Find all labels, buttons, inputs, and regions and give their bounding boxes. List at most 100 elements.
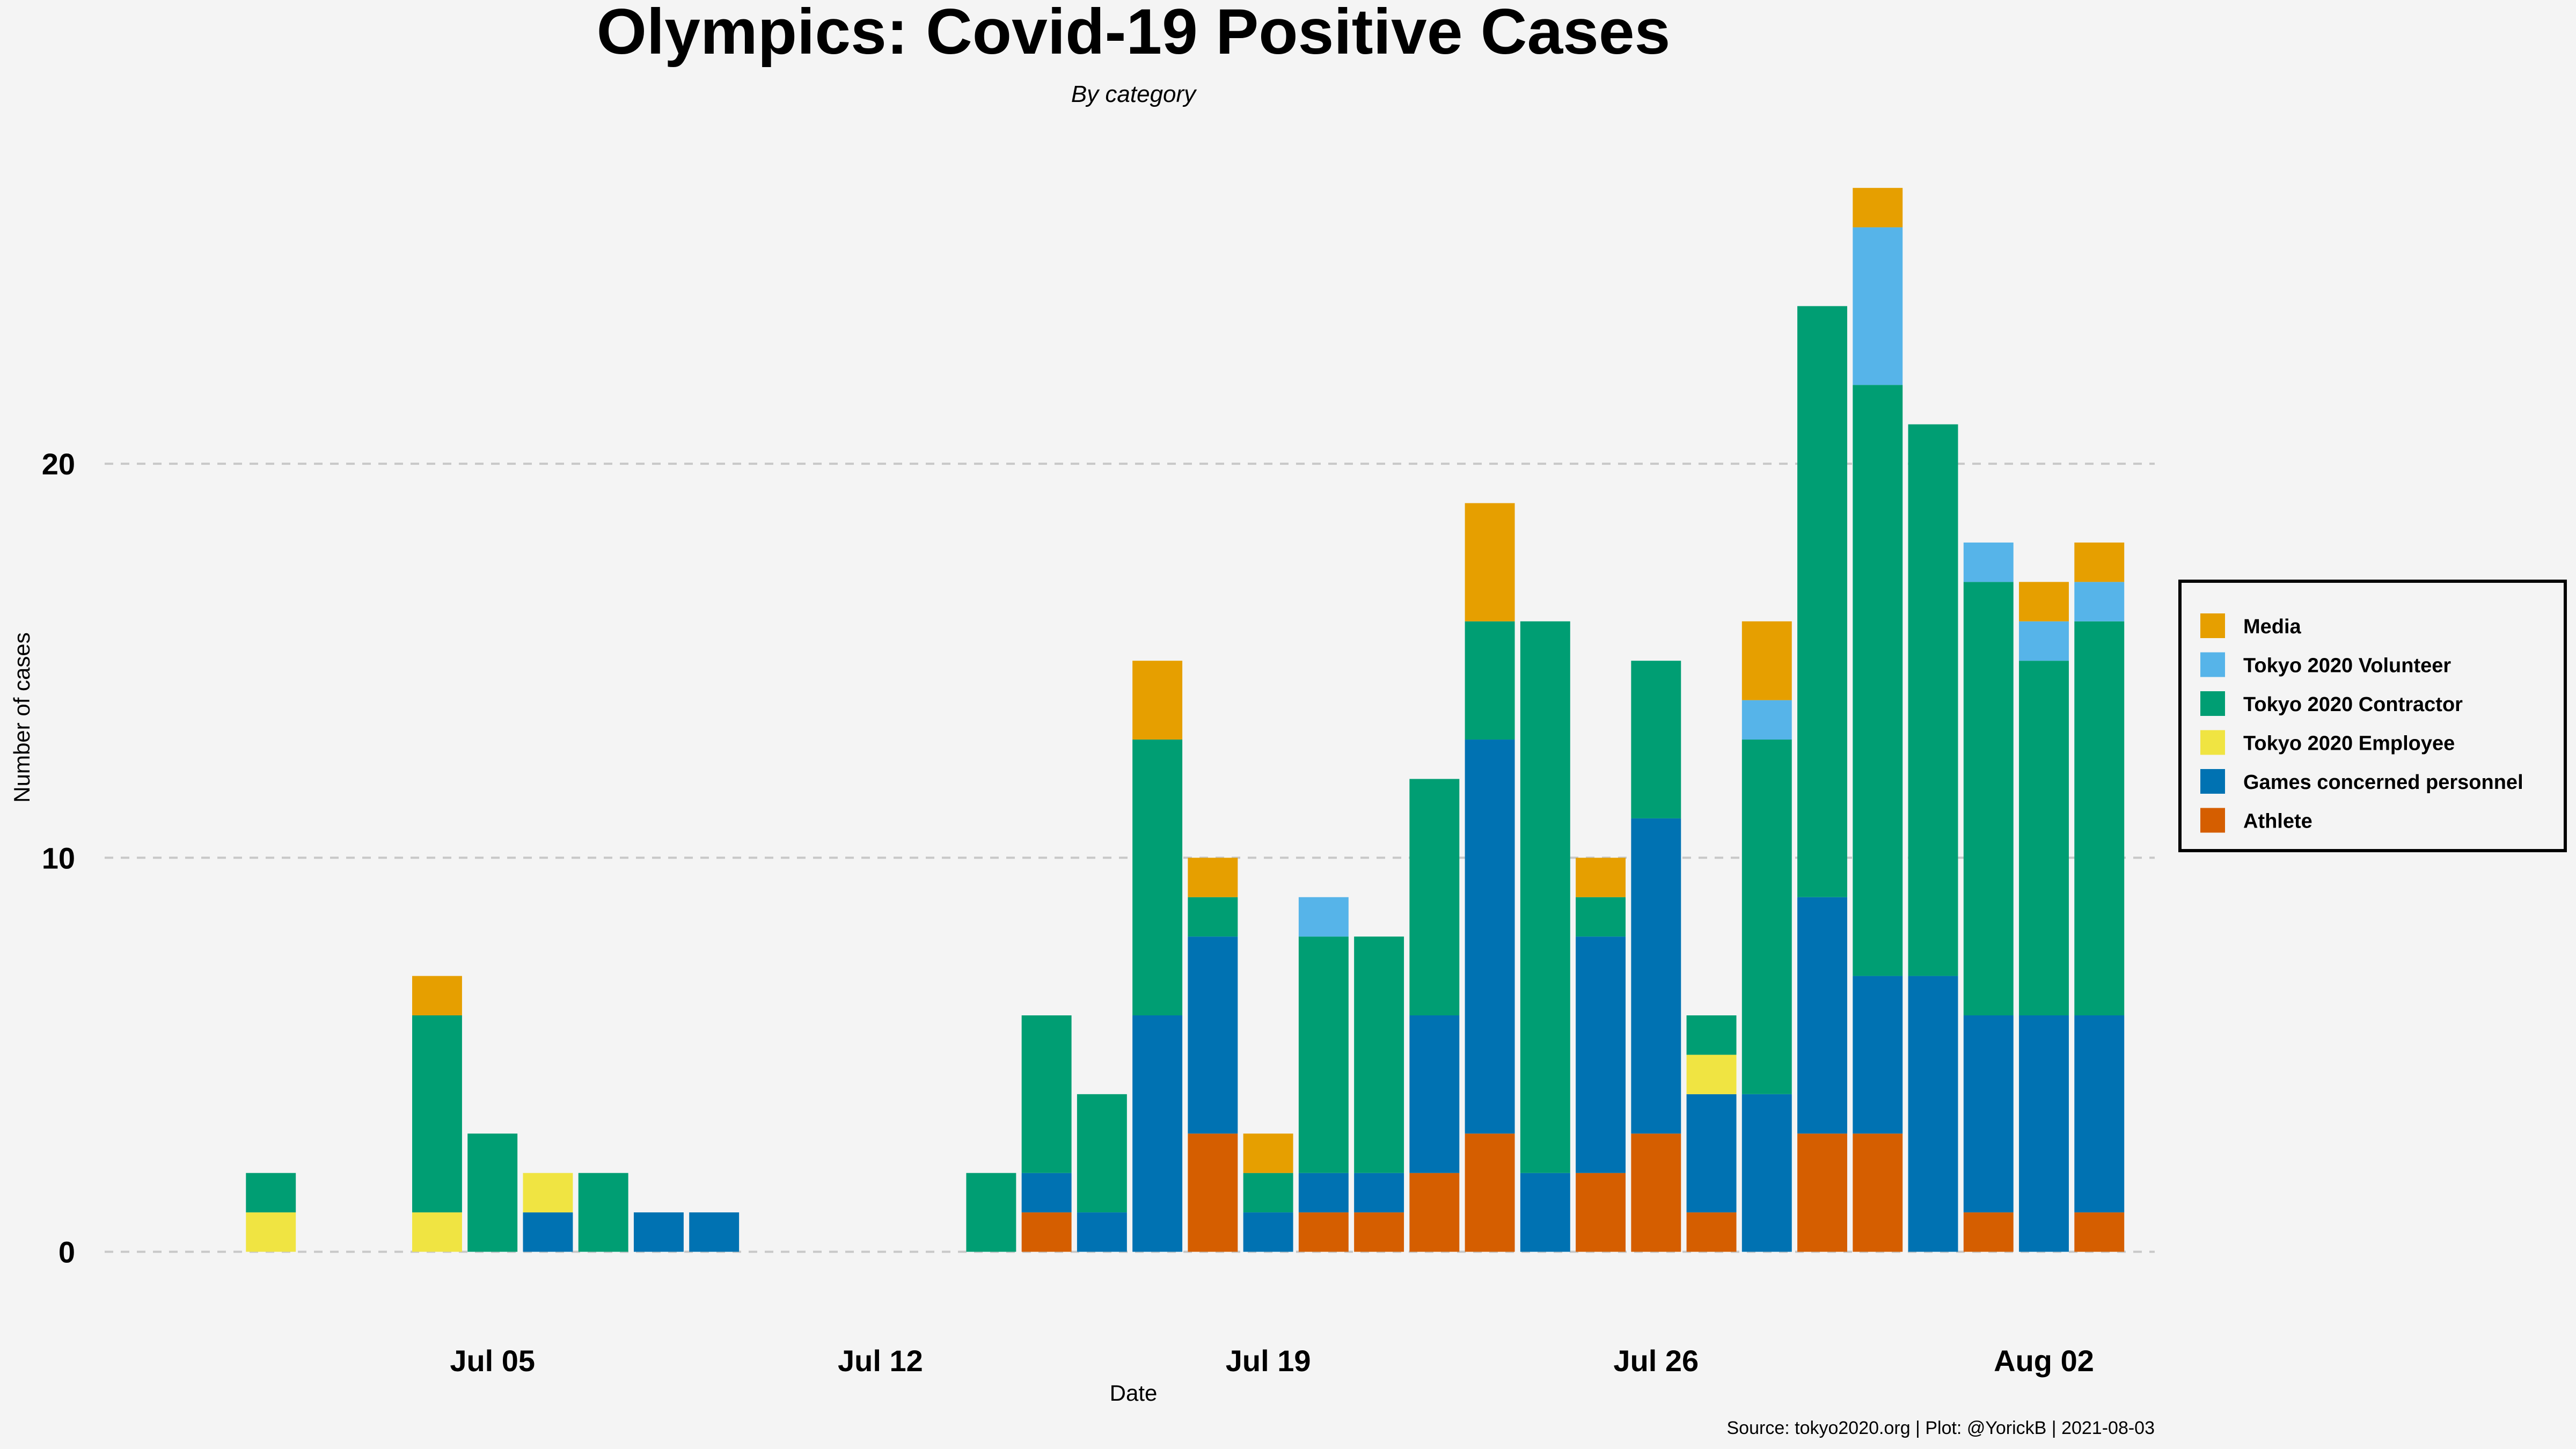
bar-segment-media — [1853, 188, 1903, 228]
bar-segment-media — [1132, 661, 1183, 740]
bar-segment-athlete — [1409, 1173, 1460, 1252]
bar-segment-games-concerned-personnel — [1132, 1015, 1183, 1252]
bar-segment-media — [1243, 1133, 1293, 1173]
bar-segment-tokyo-2020-contractor — [1741, 740, 1792, 1094]
bar-segment-games-concerned-personnel — [1741, 1094, 1792, 1252]
bar-segment-tokyo-2020-volunteer — [1963, 542, 2014, 582]
bar-segment-media — [412, 976, 462, 1015]
bar-segment-games-concerned-personnel — [1963, 1015, 2014, 1213]
bar-segment-tokyo-2020-contractor — [2019, 661, 2069, 1015]
bar-segment-tokyo-2020-contractor — [966, 1173, 1016, 1252]
bar-segment-media — [1188, 858, 1238, 897]
bar-segment-tokyo-2020-contractor — [1686, 1015, 1737, 1055]
bar-segment-tokyo-2020-employee — [246, 1212, 296, 1252]
x-axis-label: Date — [1110, 1380, 1158, 1406]
legend-swatch — [2200, 652, 2225, 677]
bar-segment-media — [1465, 503, 1515, 621]
legend-label: Athlete — [2243, 810, 2312, 833]
y-tick-label: 20 — [42, 447, 75, 481]
bar-segment-games-concerned-personnel — [1021, 1173, 1072, 1213]
bar-segment-tokyo-2020-volunteer — [1298, 897, 1349, 937]
bar-segment-tokyo-2020-contractor — [246, 1173, 296, 1213]
bar-segment-games-concerned-personnel — [1298, 1173, 1349, 1213]
caption: Source: tokyo2020.org | Plot: @YorickB |… — [1727, 1418, 2155, 1438]
legend: Media Tokyo 2020 Volunteer Tokyo 2020 Cont… — [2178, 580, 2567, 852]
bar-segment-games-concerned-personnel — [633, 1212, 684, 1252]
bar-segment-media — [2074, 542, 2125, 582]
y-axis-ticks: 0 10 20 — [42, 447, 75, 1269]
bar-segment-tokyo-2020-contractor — [1631, 661, 1681, 818]
bar-segment-athlete — [1354, 1212, 1404, 1252]
bar-segment-tokyo-2020-employee — [412, 1212, 462, 1252]
y-axis-label: Number of cases — [9, 632, 34, 802]
bar-segment-tokyo-2020-contractor — [1021, 1015, 1072, 1173]
x-tick-label: Jul 19 — [1226, 1344, 1311, 1378]
x-tick-label: Aug 02 — [1994, 1344, 2094, 1378]
chart-subtitle: By category — [1071, 81, 1197, 107]
bar-segment-media — [2019, 582, 2069, 621]
bar-segment-athlete — [1021, 1212, 1072, 1252]
bar-segment-games-concerned-personnel — [1853, 976, 1903, 1134]
x-tick-label: Jul 05 — [450, 1344, 535, 1378]
bar-segment-media — [1576, 858, 1626, 897]
bar-segment-tokyo-2020-contractor — [1465, 621, 1515, 740]
legend-box — [2178, 580, 2567, 852]
bars — [246, 188, 2125, 1252]
bar-segment-games-concerned-personnel — [1686, 1094, 1737, 1213]
bar-segment-games-concerned-personnel — [2074, 1015, 2125, 1213]
bar-segment-tokyo-2020-contractor — [1409, 779, 1460, 1015]
bar-segment-athlete — [1298, 1212, 1349, 1252]
bar-segment-tokyo-2020-contractor — [1298, 936, 1349, 1173]
bar-segment-athlete — [2074, 1212, 2125, 1252]
bar-segment-games-concerned-personnel — [1908, 976, 1958, 1252]
bar-segment-athlete — [1188, 1133, 1238, 1252]
legend-label: Games concerned personnel — [2243, 771, 2523, 794]
bar-segment-tokyo-2020-contractor — [1354, 936, 1404, 1173]
bar-segment-tokyo-2020-contractor — [1797, 306, 1847, 897]
bar-segment-tokyo-2020-volunteer — [2074, 582, 2125, 621]
bar-segment-tokyo-2020-employee — [1686, 1055, 1737, 1094]
bar-segment-tokyo-2020-employee — [523, 1173, 573, 1213]
legend-swatch — [2200, 808, 2225, 833]
legend-label: Tokyo 2020 Employee — [2243, 733, 2455, 755]
bar-segment-tokyo-2020-contractor — [1132, 740, 1183, 1015]
bar-segment-media — [1741, 621, 1792, 700]
bar-segment-games-concerned-personnel — [1465, 740, 1515, 1134]
bar-segment-tokyo-2020-contractor — [1853, 385, 1903, 976]
legend-swatch — [2200, 691, 2225, 716]
x-axis-ticks: Jul 05 Jul 12 Jul 19 Jul 26 Aug 02 — [450, 1344, 2094, 1378]
bar-segment-games-concerned-personnel — [1631, 818, 1681, 1134]
bar-segment-games-concerned-personnel — [1354, 1173, 1404, 1213]
bar-segment-games-concerned-personnel — [2019, 1015, 2069, 1252]
legend-label: Tokyo 2020 Volunteer — [2243, 655, 2451, 677]
bar-segment-games-concerned-personnel — [1576, 936, 1626, 1173]
bar-segment-athlete — [1631, 1133, 1681, 1252]
bar-segment-games-concerned-personnel — [1797, 897, 1847, 1134]
x-tick-label: Jul 26 — [1613, 1344, 1699, 1378]
bar-segment-games-concerned-personnel — [1243, 1212, 1293, 1252]
bar-segment-tokyo-2020-contractor — [1520, 621, 1570, 1173]
bar-segment-games-concerned-personnel — [1188, 936, 1238, 1134]
y-tick-label: 0 — [58, 1235, 75, 1269]
bar-segment-athlete — [1853, 1133, 1903, 1252]
legend-label: Tokyo 2020 Contractor — [2243, 693, 2463, 716]
bar-segment-tokyo-2020-contractor — [1908, 424, 1958, 976]
bar-segment-tokyo-2020-contractor — [1243, 1173, 1293, 1213]
bar-segment-athlete — [1576, 1173, 1626, 1252]
bar-segment-tokyo-2020-volunteer — [1853, 227, 1903, 385]
bar-segment-athlete — [1963, 1212, 2014, 1252]
legend-label: Media — [2243, 616, 2302, 638]
bar-segment-tokyo-2020-volunteer — [1741, 700, 1792, 740]
bar-segment-athlete — [1465, 1133, 1515, 1252]
bar-segment-athlete — [1686, 1212, 1737, 1252]
chart-title: Olympics: Covid-19 Positive Cases — [597, 0, 1671, 68]
legend-swatch — [2200, 769, 2225, 794]
bar-segment-tokyo-2020-volunteer — [2019, 621, 2069, 661]
bar-segment-games-concerned-personnel — [523, 1212, 573, 1252]
bar-segment-games-concerned-personnel — [1409, 1015, 1460, 1173]
bar-segment-tokyo-2020-contractor — [412, 1015, 462, 1213]
bar-segment-games-concerned-personnel — [1520, 1173, 1570, 1252]
y-tick-label: 10 — [42, 841, 75, 875]
bar-segment-tokyo-2020-contractor — [467, 1133, 518, 1252]
